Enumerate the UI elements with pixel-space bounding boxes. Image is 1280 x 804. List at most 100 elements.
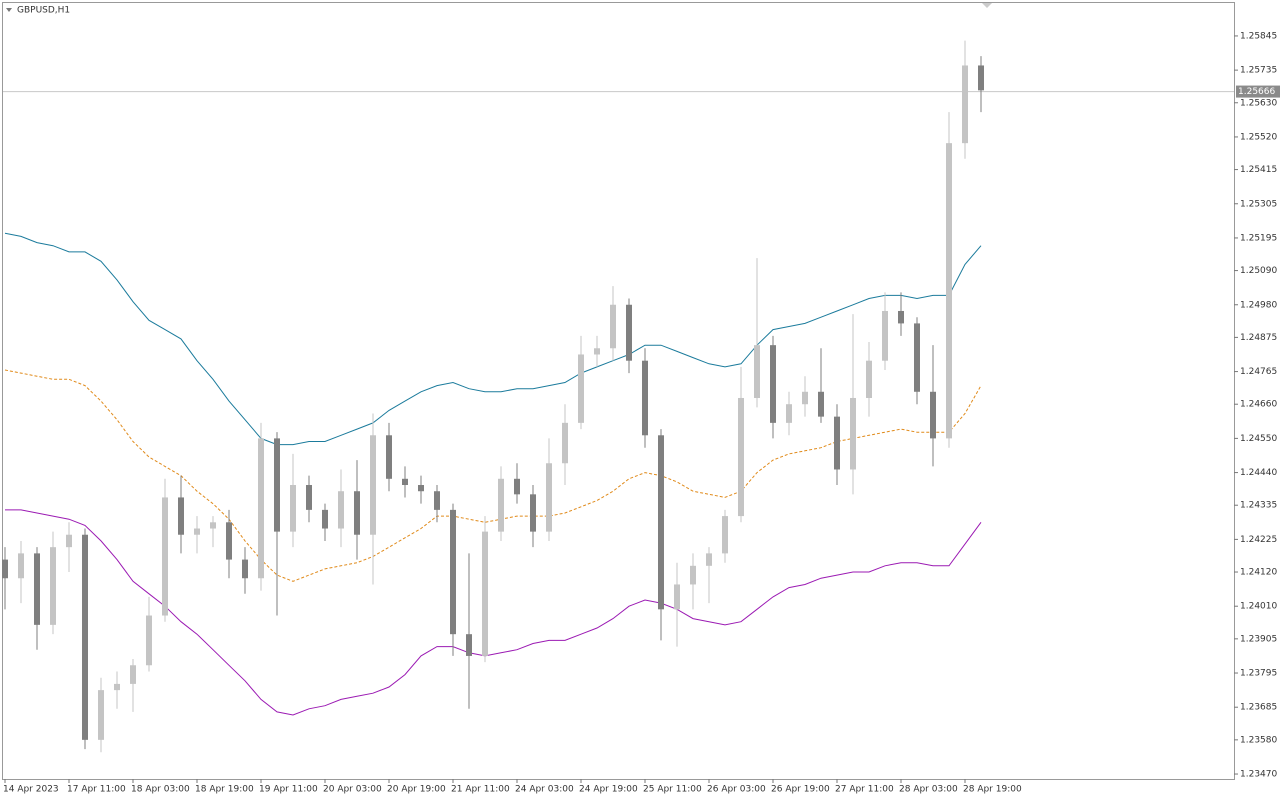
candle-body	[738, 397, 744, 517]
y-tick-label: 1.25735	[1240, 66, 1277, 76]
x-tick-label: 20 Apr 19:00	[387, 785, 446, 795]
candle-body	[258, 438, 264, 579]
candle-body	[114, 683, 120, 691]
candle-body	[82, 534, 88, 740]
y-tick-label: 1.24660	[1240, 400, 1277, 410]
x-tick-label: 14 Apr 2023	[3, 785, 59, 795]
candle-body	[914, 323, 920, 392]
candle-body	[818, 391, 824, 417]
x-tick-label: 27 Apr 11:00	[835, 785, 894, 795]
candle-body	[386, 435, 392, 479]
candle-body	[930, 391, 936, 439]
y-tick-label: 1.25520	[1240, 132, 1277, 142]
candle-body	[178, 497, 184, 535]
candle-body	[978, 65, 984, 91]
y-tick-label: 1.24765	[1240, 367, 1277, 377]
candle-body	[658, 435, 664, 610]
candle-body	[242, 559, 248, 579]
candle-body	[594, 348, 600, 355]
candle-body	[210, 522, 216, 529]
chart-title: GBPUSD,H1	[17, 6, 70, 16]
candle-body	[50, 547, 56, 625]
y-tick-label: 1.23795	[1240, 669, 1277, 679]
menu-arrow[interactable]	[6, 8, 12, 12]
candle-body	[834, 416, 840, 470]
candle-body	[610, 304, 616, 349]
candle-body	[850, 397, 856, 470]
candle-body	[690, 565, 696, 585]
candle-body	[98, 690, 104, 740]
candle-body	[498, 478, 504, 532]
x-tick-label: 21 Apr 11:00	[451, 785, 510, 795]
x-tick-label: 25 Apr 11:00	[643, 785, 702, 795]
candle-body	[946, 143, 952, 439]
candle-body	[338, 491, 344, 529]
candle-body	[466, 634, 472, 656]
candle-body	[306, 485, 312, 510]
candle-body	[322, 509, 328, 529]
candle-body	[162, 497, 168, 616]
candle-body	[530, 494, 536, 532]
band-line	[4, 232, 982, 446]
y-tick-label: 1.24335	[1240, 501, 1277, 511]
candle-body	[754, 345, 760, 398]
candle-body	[642, 360, 648, 436]
candle-body	[722, 516, 728, 554]
candle-body	[130, 665, 136, 684]
y-tick-label: 1.24980	[1240, 300, 1277, 310]
candle-body	[290, 485, 296, 532]
x-tick-label: 24 Apr 03:00	[515, 785, 574, 795]
y-tick-label: 1.23905	[1240, 634, 1277, 644]
y-tick-label: 1.24010	[1240, 602, 1277, 612]
candle-body	[786, 404, 792, 423]
x-tick-label: 28 Apr 19:00	[963, 785, 1022, 795]
shift-marker	[982, 3, 992, 8]
candle-body	[226, 522, 232, 560]
candle-body	[450, 509, 456, 635]
candle-body	[578, 354, 584, 423]
candle-body	[514, 478, 520, 495]
candle-body	[370, 435, 376, 535]
candle-body	[706, 553, 712, 566]
candle-body	[18, 553, 24, 579]
candle-body	[898, 310, 904, 324]
y-tick-label: 1.24120	[1240, 568, 1277, 578]
y-tick-label: 1.24225	[1240, 535, 1277, 545]
x-tick-label: 24 Apr 19:00	[579, 785, 638, 795]
y-tick-label: 1.25305	[1240, 199, 1277, 209]
x-tick-label: 26 Apr 03:00	[707, 785, 766, 795]
y-tick-label: 1.24875	[1240, 333, 1277, 343]
y-tick-label: 1.24550	[1240, 434, 1277, 444]
candle-body	[146, 615, 152, 666]
x-tick-label: 19 Apr 11:00	[259, 785, 318, 795]
candle-body	[546, 463, 552, 532]
candle-body	[34, 553, 40, 625]
plot-frame	[2, 2, 1235, 780]
x-tick-label: 20 Apr 03:00	[323, 785, 382, 795]
y-tick-label: 1.25845	[1240, 31, 1277, 41]
y-tick-label: 1.23580	[1240, 735, 1277, 745]
candle-body	[770, 345, 776, 423]
candle-body	[866, 360, 872, 398]
candle-body	[2, 559, 8, 579]
candle-body	[66, 534, 72, 548]
candle-body	[674, 584, 680, 610]
x-tick-label: 26 Apr 19:00	[771, 785, 830, 795]
candle-body	[434, 491, 440, 510]
candle-body	[802, 391, 808, 405]
y-tick-label: 1.23685	[1240, 703, 1277, 713]
candle-body	[354, 491, 360, 535]
candle-body	[962, 65, 968, 144]
y-tick-label: 1.25415	[1240, 165, 1277, 175]
candle-body	[418, 485, 424, 492]
y-tick-label: 1.25090	[1240, 266, 1277, 276]
y-tick-label: 1.25630	[1240, 98, 1277, 108]
candle-body	[562, 422, 568, 464]
band-line	[4, 369, 982, 582]
candle-body	[626, 304, 632, 361]
y-tick-label: 1.25195	[1240, 233, 1277, 243]
x-tick-label: 17 Apr 11:00	[67, 785, 126, 795]
candle-body	[482, 531, 488, 656]
y-tick-label: 1.23470	[1240, 770, 1277, 780]
